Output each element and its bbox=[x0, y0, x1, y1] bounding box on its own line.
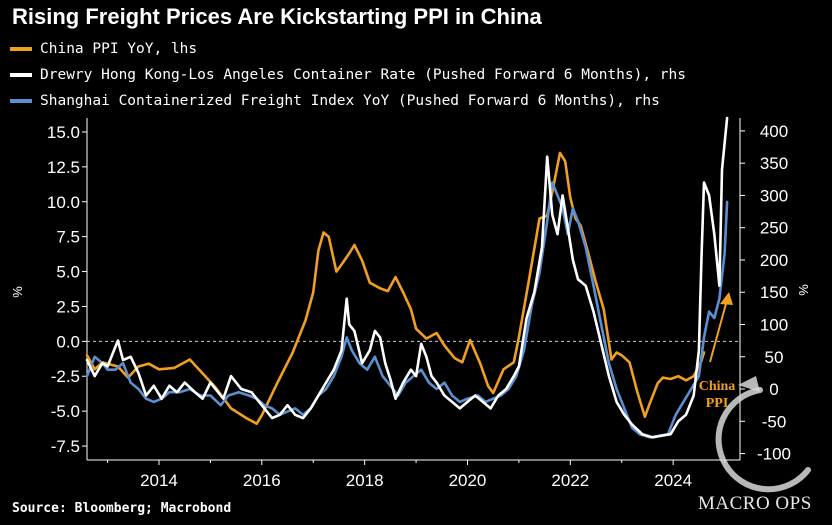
y-right-axis-label: % bbox=[796, 284, 811, 296]
y-left-tick-label: 5.0 bbox=[56, 263, 80, 282]
legend-item-scfi: Shanghai Containerized Freight Index YoY… bbox=[10, 88, 686, 114]
source-note: Source: Bloomberg; Macrobond bbox=[12, 501, 232, 516]
y-left-axis-label: % bbox=[10, 286, 25, 298]
chart-legend: China PPI YoY, lhs Drewry Hong Kong-Los … bbox=[10, 36, 686, 114]
x-tick-label: 2022 bbox=[551, 471, 589, 490]
legend-item-drewry: Drewry Hong Kong-Los Angeles Container R… bbox=[10, 62, 686, 88]
y-left-tick-label: -7.5 bbox=[51, 437, 80, 456]
y-left-tick-label: -5.0 bbox=[51, 402, 80, 421]
legend-swatch-ppi bbox=[10, 47, 32, 51]
y-right-tick-label: 100 bbox=[760, 315, 788, 334]
x-tick-label: 2024 bbox=[654, 471, 692, 490]
legend-item-ppi: China PPI YoY, lhs bbox=[10, 36, 686, 62]
x-tick-label: 2020 bbox=[449, 471, 487, 490]
legend-label-ppi: China PPI YoY, lhs bbox=[40, 41, 198, 57]
y-right-tick-label: 150 bbox=[760, 283, 788, 302]
series-line-scfi bbox=[85, 181, 729, 439]
legend-swatch-scfi bbox=[10, 99, 32, 103]
watermark-text: MACRO OPS bbox=[698, 493, 812, 514]
x-tick-label: 2018 bbox=[346, 471, 384, 490]
up-right-arrow-icon bbox=[709, 299, 728, 363]
y-right-tick-label: 50 bbox=[765, 348, 784, 367]
y-right-tick-label: -50 bbox=[762, 412, 787, 431]
y-left-tick-label: 7.5 bbox=[56, 228, 80, 247]
y-right-tick-label: 250 bbox=[760, 219, 788, 238]
y-right-tick-label: 400 bbox=[760, 122, 788, 141]
legend-label-drewry: Drewry Hong Kong-Los Angeles Container R… bbox=[40, 67, 687, 83]
y-right-tick-label: -100 bbox=[757, 445, 791, 464]
x-tick-label: 2014 bbox=[140, 471, 178, 490]
y-left-tick-label: 10.0 bbox=[47, 193, 80, 212]
macro-ops-logo-icon bbox=[715, 387, 811, 493]
series-line-drewry bbox=[85, 116, 729, 439]
china-ppi-annotation: China PPI bbox=[698, 379, 736, 411]
logo-arrow-icon bbox=[738, 376, 760, 392]
x-tick-label: 2016 bbox=[243, 471, 281, 490]
y-left-tick-label: 2.5 bbox=[56, 297, 80, 316]
y-left-tick-label: 12.5 bbox=[47, 158, 80, 177]
legend-label-scfi: Shanghai Containerized Freight Index YoY… bbox=[40, 93, 660, 109]
y-right-tick-label: 350 bbox=[760, 154, 788, 173]
legend-swatch-drewry bbox=[10, 73, 32, 77]
y-left-tick-label: -2.5 bbox=[51, 367, 80, 386]
arrow-head-icon bbox=[720, 292, 733, 305]
chart-title: Rising Freight Prices Are Kickstarting P… bbox=[12, 4, 542, 29]
y-left-tick-label: 0.0 bbox=[56, 332, 80, 351]
y-right-tick-label: 300 bbox=[760, 186, 788, 205]
y-right-tick-label: 0 bbox=[769, 380, 778, 399]
y-left-tick-label: 15.0 bbox=[47, 123, 80, 142]
y-right-tick-label: 200 bbox=[760, 251, 788, 270]
